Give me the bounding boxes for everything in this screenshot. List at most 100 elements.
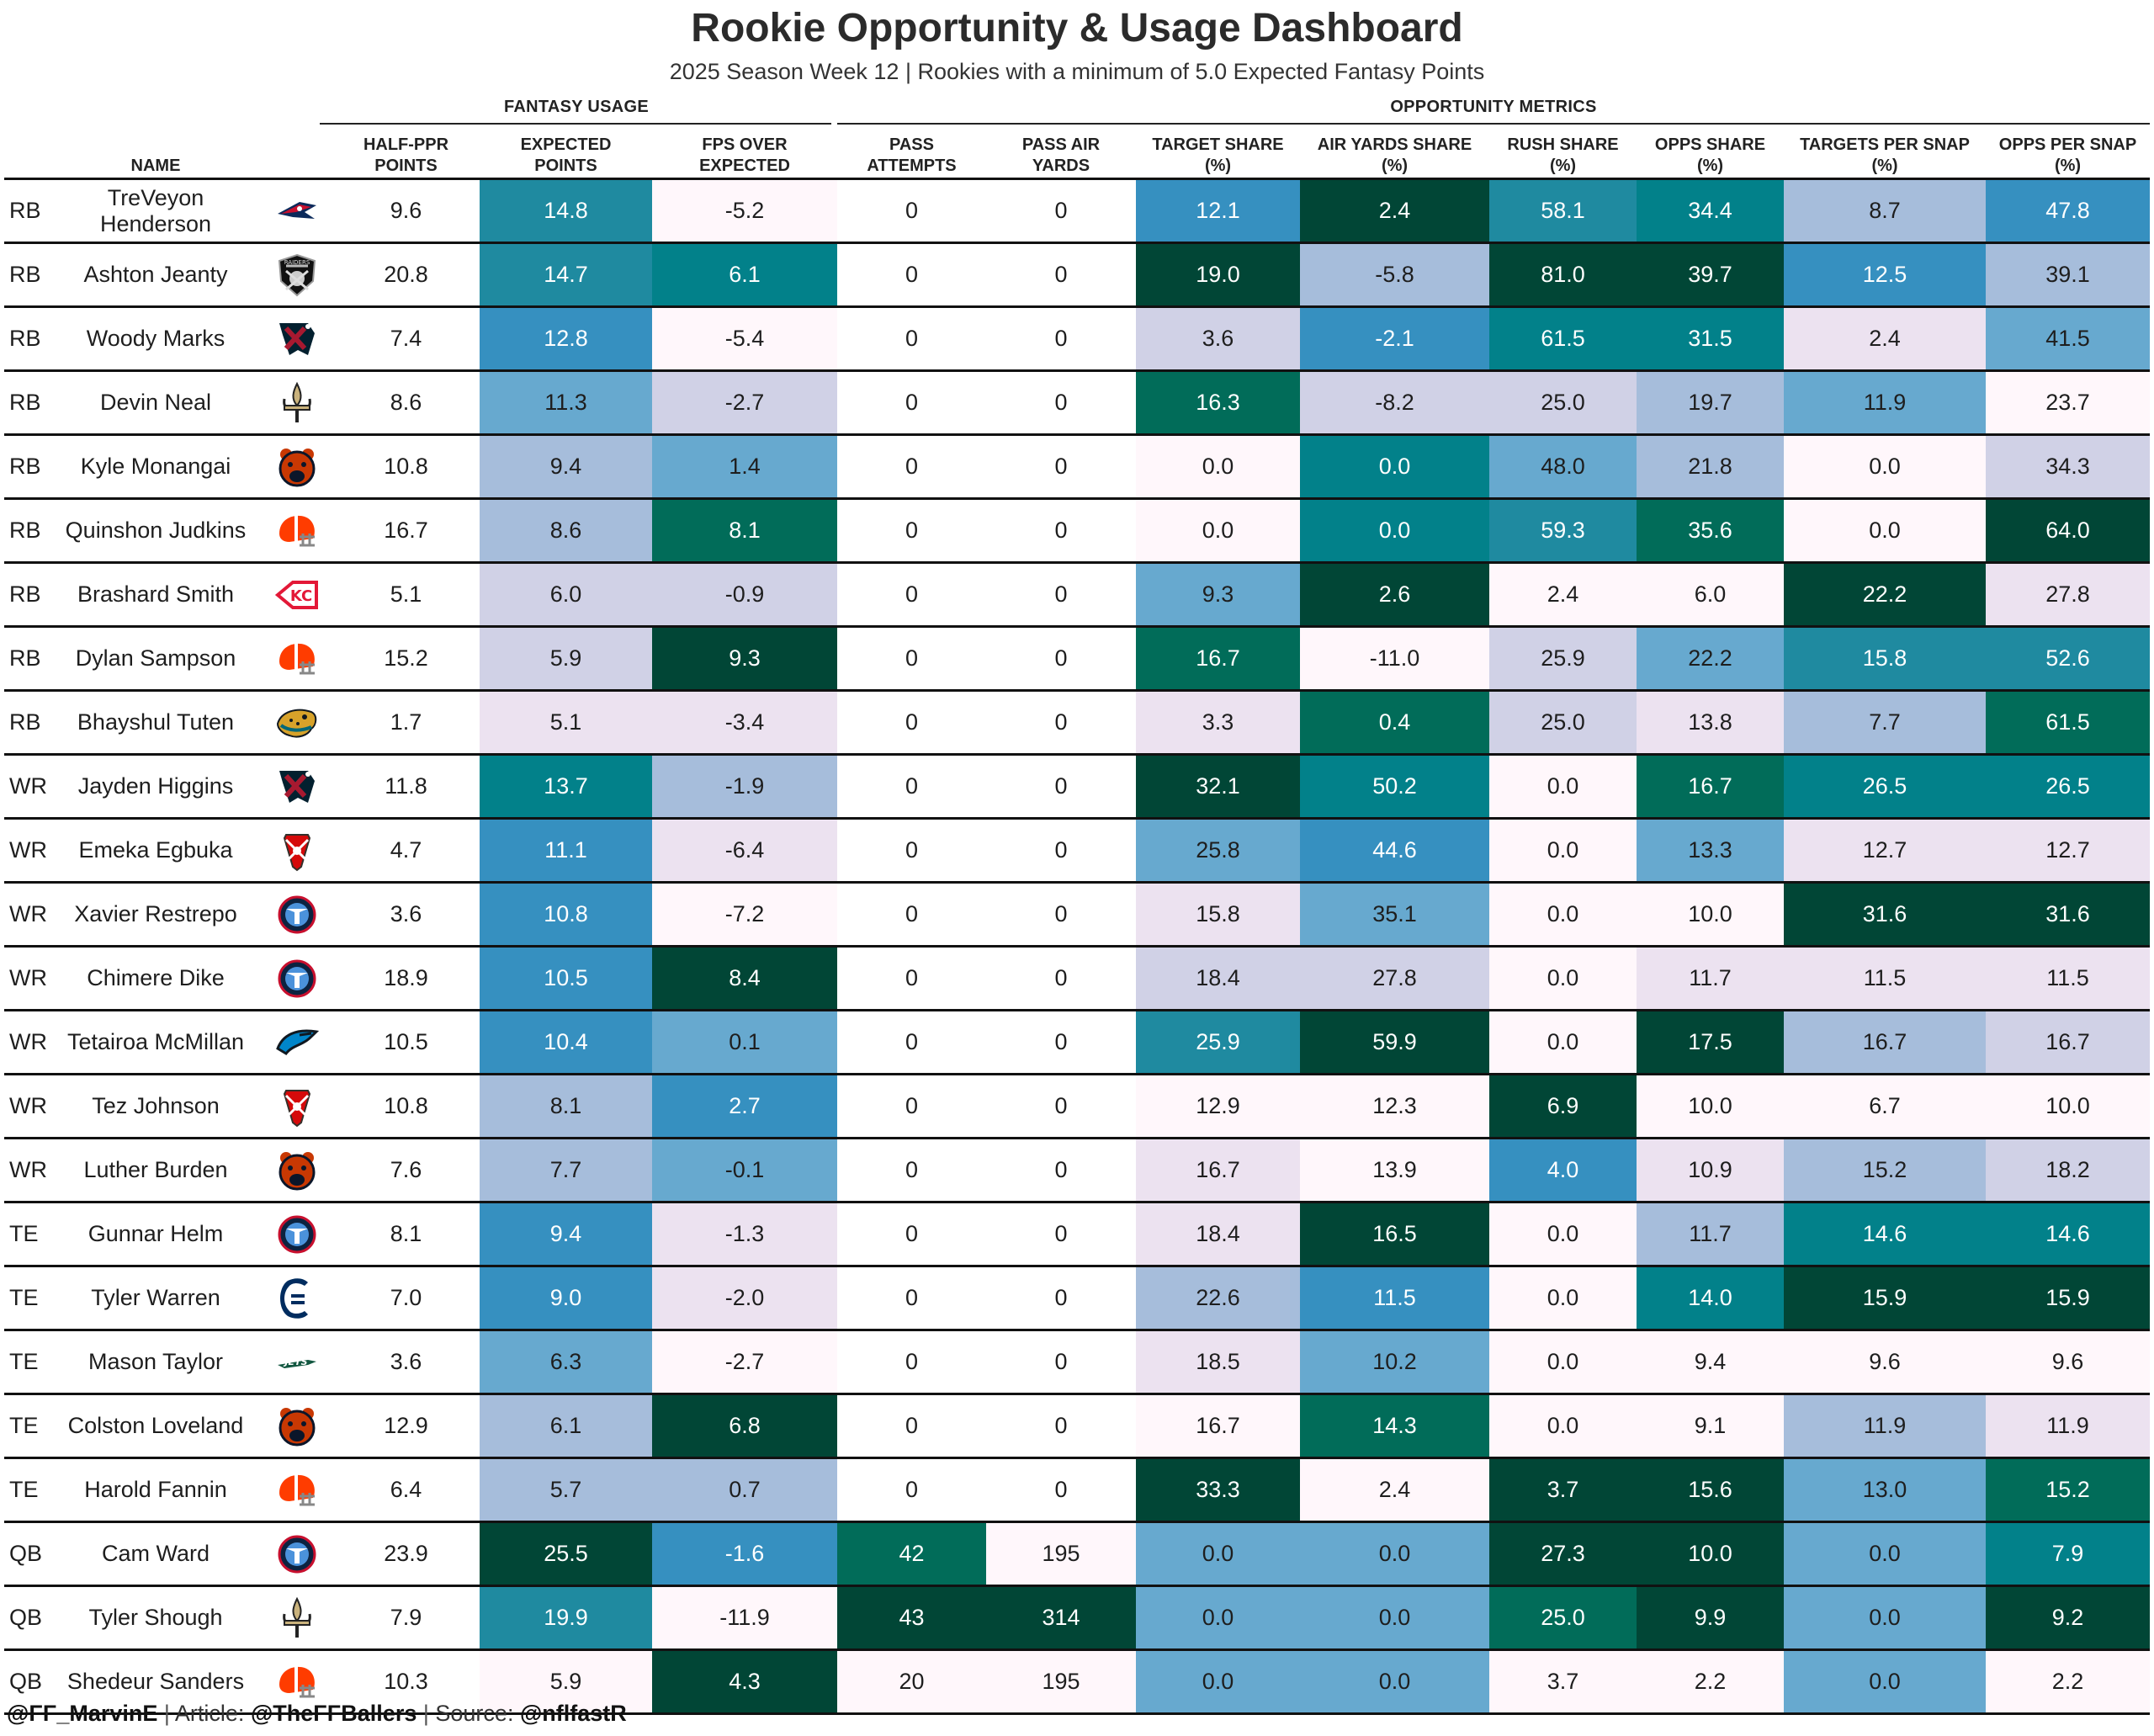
cell-fpoe: -2.7 <box>652 372 837 433</box>
cell-tgt-share: 22.6 <box>1136 1267 1300 1329</box>
footer-separator: | <box>163 1701 170 1726</box>
cell-fpoe: -0.1 <box>652 1139 837 1201</box>
cell-name: Dylan Sampson <box>75 645 236 671</box>
header-rule <box>4 178 2150 180</box>
cell-tps: 14.6 <box>1784 1203 1986 1265</box>
table-row: WR Tez Johnson 10.8 8.1 2.7 0 0 12.9 12.3 6.9 10.0… <box>4 1075 2150 1139</box>
cell-ops: 9.6 <box>1986 1331 2150 1393</box>
page-subtitle: 2025 Season Week 12 | Rookies with a min… <box>669 59 1485 84</box>
cell-pass-air: 195 <box>986 1523 1136 1585</box>
table-row: WR Emeka Egbuka 4.7 11.1 -6.4 0 0 25.8 44.6 0.0 13… <box>4 820 2150 884</box>
cell-fpoe: -2.7 <box>652 1331 837 1393</box>
cell-opps-share: 31.5 <box>1637 308 1784 369</box>
titans-logo <box>265 1203 328 1265</box>
bears-logo <box>265 1395 328 1457</box>
cell-air-share: 12.3 <box>1300 1075 1489 1137</box>
cell-opps-share: 22.2 <box>1637 628 1784 689</box>
cell-tps: 15.8 <box>1784 628 1986 689</box>
buccaneers-logo <box>283 833 310 871</box>
titans-logo <box>278 959 316 997</box>
cell-opps-share: 13.8 <box>1637 692 1784 753</box>
colts-logo <box>265 1267 328 1329</box>
cell-tps: 11.9 <box>1784 372 1986 433</box>
cell-tps: 0.0 <box>1784 1651 1986 1712</box>
chiefs-logo: KC <box>274 580 318 609</box>
column-header-half-ppr: HALF-PPR POINTS <box>363 135 449 175</box>
cell-tps: 11.9 <box>1784 1395 1986 1457</box>
cell-pos: QB <box>9 1605 43 1630</box>
cell-name: Quinshon Judkins <box>65 518 247 543</box>
cell-tgt-share: 32.1 <box>1136 756 1300 817</box>
column-header-fpoe: FPS OVER EXPECTED <box>699 135 790 175</box>
cell-tps: 31.6 <box>1784 884 1986 945</box>
cell-ops: 11.9 <box>1986 1395 2150 1457</box>
cell-tps: 16.7 <box>1784 1011 1986 1073</box>
cell-half-ppr: 11.8 <box>385 773 427 799</box>
cell-tgt-share: 16.7 <box>1136 1139 1300 1201</box>
cell-half-ppr: 8.1 <box>390 1221 422 1246</box>
titans-logo <box>278 1215 316 1253</box>
cell-tgt-share: 15.8 <box>1136 884 1300 945</box>
cell-pos: RB <box>9 390 41 415</box>
cell-opps-share: 6.0 <box>1637 564 1784 625</box>
cell-ops: 26.5 <box>1986 756 2150 817</box>
cell-ops: 16.7 <box>1986 1011 2150 1073</box>
cell-rush-share: 48.0 <box>1489 436 1637 497</box>
cell-fpoe: -3.4 <box>652 692 837 753</box>
cell-expected: 6.1 <box>480 1395 652 1457</box>
cell-pass-att: 0 <box>905 773 919 799</box>
cell-opps-share: 15.6 <box>1637 1459 1784 1521</box>
cell-opps-share: 21.8 <box>1637 436 1784 497</box>
cell-air-share: 0.0 <box>1300 1651 1489 1712</box>
cell-tps: 6.7 <box>1784 1075 1986 1137</box>
cell-rush-share: 4.0 <box>1489 1139 1637 1201</box>
cell-pass-air: 195 <box>986 1651 1136 1712</box>
cell-opps-share: 35.6 <box>1637 500 1784 561</box>
table-row: RB Bhayshul Tuten 1.7 5.1 -3.4 0 0 3.3 0.4 25.0 13… <box>4 692 2150 756</box>
browns-logo <box>265 1459 328 1521</box>
browns-logo <box>265 1651 328 1712</box>
cell-fpoe: 8.1 <box>652 500 837 561</box>
cell-air-share: -11.0 <box>1300 628 1489 689</box>
patriots-logo <box>265 180 328 242</box>
texans-logo <box>279 322 315 355</box>
saints-logo <box>282 381 311 422</box>
cell-name: Tetairoa McMillan <box>66 1029 245 1054</box>
jets-logo: JETS <box>277 1356 316 1368</box>
cell-tps: 12.7 <box>1784 820 1986 881</box>
cell-name: Emeka Egbuka <box>78 837 233 863</box>
cell-name: Gunnar Helm <box>88 1221 224 1246</box>
table-row: RB Brashard Smith KC 5.1 6.0 -0.9 0 0 9.3 2.6 2.4 6… <box>4 564 2150 628</box>
cell-pass-air: 0 <box>1054 326 1068 351</box>
cell-name: Colston Loveland <box>67 1413 244 1438</box>
cell-tgt-share: 19.0 <box>1136 244 1300 305</box>
cell-pass-air: 0 <box>1054 518 1068 543</box>
footer-source-handle: @nflfastR <box>519 1701 627 1726</box>
cell-pass-air: 0 <box>1054 1477 1068 1502</box>
texans-logo <box>265 756 328 817</box>
cell-expected: 8.1 <box>480 1075 652 1137</box>
cell-half-ppr: 18.9 <box>384 965 428 990</box>
saints-logo <box>265 1587 328 1648</box>
cell-pos: TE <box>9 1285 39 1310</box>
cell-expected: 13.7 <box>480 756 652 817</box>
cell-half-ppr: 7.9 <box>390 1605 422 1630</box>
cell-pass-air: 0 <box>1054 709 1068 735</box>
cell-fpoe: 1.4 <box>652 436 837 497</box>
cell-pass-air: 0 <box>1054 1157 1068 1182</box>
cell-fpoe: 0.7 <box>652 1459 837 1521</box>
cell-pass-air: 0 <box>1054 262 1068 287</box>
svg-text:RAIDERS: RAIDERS <box>284 259 310 266</box>
cell-rush-share: 0.0 <box>1489 1331 1637 1393</box>
cell-pass-att: 0 <box>905 1413 919 1438</box>
cell-rush-share: 81.0 <box>1489 244 1637 305</box>
titans-logo <box>265 948 328 1009</box>
cell-air-share: 0.0 <box>1300 436 1489 497</box>
cell-rush-share: 25.0 <box>1489 372 1637 433</box>
table-row: RB Devin Neal 8.6 11.3 -2.7 0 0 16.3 -8.2 25.0 19.… <box>4 372 2150 436</box>
cell-fpoe: -11.9 <box>652 1587 837 1648</box>
cell-half-ppr: 12.9 <box>384 1413 428 1438</box>
cell-pass-air: 0 <box>1054 1285 1068 1310</box>
cell-half-ppr: 7.4 <box>390 326 422 351</box>
cell-pos: RB <box>9 198 41 223</box>
